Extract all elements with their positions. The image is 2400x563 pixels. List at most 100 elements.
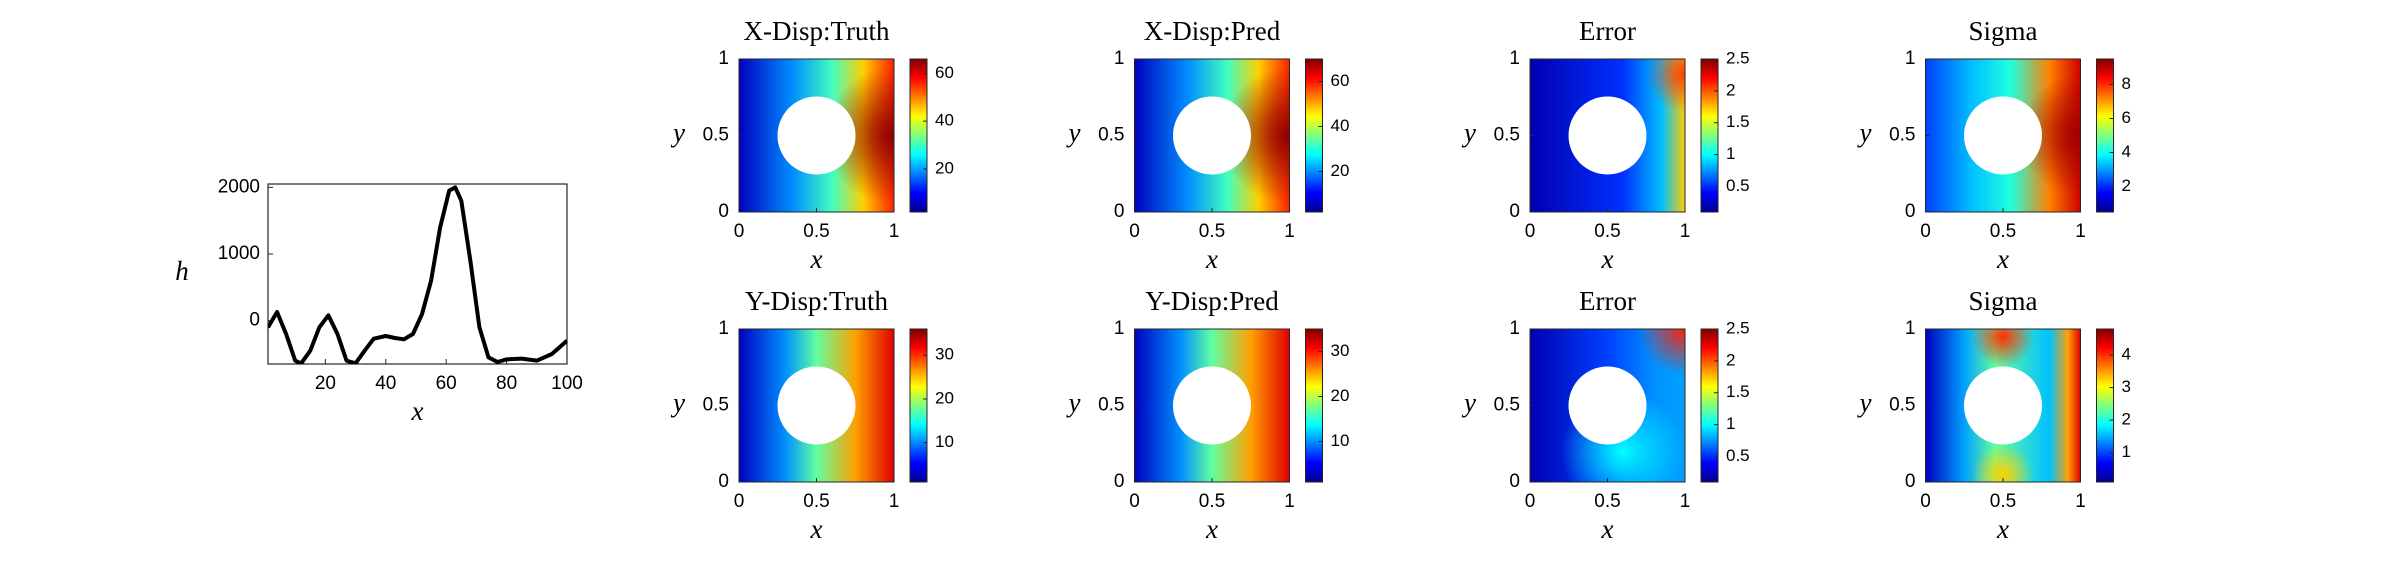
colorbar-tick-label: 1 bbox=[1726, 144, 1735, 163]
colorbar-tick-label: 4 bbox=[2122, 345, 2131, 364]
x-tick-label: 0 bbox=[1920, 491, 1931, 512]
y-axis-label: y bbox=[1066, 118, 1081, 148]
colorbar-tick-label: 30 bbox=[935, 345, 954, 364]
heatmap-panel: 0 0.5 1 0 0.5 1 Sigma x y 1 2 3 4 bbox=[1857, 286, 2131, 544]
hole bbox=[777, 96, 856, 175]
y-tick-label: 0 bbox=[1114, 471, 1125, 492]
x-tick-label: 0.5 bbox=[803, 491, 829, 512]
plot-area bbox=[267, 183, 568, 365]
y-tick-label: 1 bbox=[1905, 318, 1916, 339]
y-tick-label: 0.5 bbox=[703, 395, 729, 416]
panel-title: Y-Disp:Truth bbox=[745, 286, 889, 316]
panel-title: Sigma bbox=[1968, 16, 2037, 46]
y-tick-label: 0.5 bbox=[1494, 395, 1520, 416]
colorbar bbox=[909, 58, 928, 213]
x-axis-label: x bbox=[1996, 244, 2009, 274]
x-axis-label: x bbox=[1996, 514, 2009, 544]
x-axis-label: x bbox=[1601, 244, 1614, 274]
y-tick-label: 0.5 bbox=[1098, 395, 1124, 416]
panel-title: X-Disp:Truth bbox=[743, 16, 890, 46]
panel-title: Sigma bbox=[1968, 286, 2037, 316]
colorbar-tick-label: 2 bbox=[2122, 176, 2131, 195]
y-tick-label: 0.5 bbox=[703, 125, 729, 146]
panel-title: X-Disp:Pred bbox=[1144, 16, 1281, 46]
panel-title: Y-Disp:Pred bbox=[1145, 286, 1279, 316]
heatmap-panel: 0 0.5 1 0 0.5 1 Sigma x y 2 4 6 8 bbox=[1857, 16, 2131, 274]
hole bbox=[1964, 366, 2042, 445]
y-tick-label: 1000 bbox=[218, 243, 260, 264]
hole bbox=[1568, 96, 1647, 175]
panel-title: Error bbox=[1579, 286, 1636, 316]
colorbar-tick-label: 2 bbox=[2122, 410, 2131, 429]
x-tick-label: 1 bbox=[2075, 221, 2086, 242]
y-tick-label: 0.5 bbox=[1889, 395, 1915, 416]
colorbar-tick-label: 20 bbox=[935, 158, 954, 177]
y-axis-label: y bbox=[670, 118, 685, 148]
x-tick-label: 0 bbox=[1129, 491, 1140, 512]
y-tick-label: 1 bbox=[718, 318, 729, 339]
colorbar-tick-label: 4 bbox=[2122, 142, 2131, 161]
y-axis-label: y bbox=[1857, 118, 1872, 148]
colorbar-tick-label: 1.5 bbox=[1726, 382, 1750, 401]
colorbar bbox=[1700, 58, 1719, 213]
hole bbox=[1173, 366, 1251, 445]
x-tick-label: 0 bbox=[1525, 491, 1536, 512]
y-tick-label: 0 bbox=[1509, 471, 1520, 492]
x-tick-label: 0.5 bbox=[1199, 491, 1225, 512]
colorbar-tick-label: 1 bbox=[2122, 442, 2131, 461]
y-tick-label: 2000 bbox=[218, 176, 260, 197]
y-tick-label: 1 bbox=[1114, 48, 1125, 69]
x-tick-label: 0.5 bbox=[1990, 221, 2016, 242]
y-axis-label: y bbox=[1461, 388, 1476, 418]
x-tick-label: 1 bbox=[1284, 221, 1295, 242]
x-axis-label: x bbox=[810, 244, 823, 274]
hole bbox=[1964, 96, 2042, 175]
colorbar-tick-label: 20 bbox=[935, 388, 954, 407]
y-tick-label: 0 bbox=[1905, 471, 1916, 492]
colorbar-tick-label: 40 bbox=[935, 111, 954, 130]
heatmap-panel: 0 0.5 1 0 0.5 1 X-Disp:Truth x y 20 40 60 bbox=[670, 16, 954, 274]
y-axis-label: h bbox=[175, 256, 189, 286]
colorbar-tick-label: 60 bbox=[1331, 71, 1350, 90]
y-tick-label: 0.5 bbox=[1889, 125, 1915, 146]
x-tick-label: 60 bbox=[436, 373, 457, 394]
colorbar-tick-label: 10 bbox=[935, 432, 954, 451]
x-tick-label: 100 bbox=[551, 373, 583, 394]
colorbar-tick-label: 60 bbox=[935, 63, 954, 82]
x-tick-label: 0 bbox=[734, 221, 745, 242]
colorbar bbox=[1305, 328, 1323, 483]
colorbar-tick-label: 30 bbox=[1331, 341, 1350, 360]
x-tick-label: 1 bbox=[889, 491, 900, 512]
colorbar-tick-label: 2.5 bbox=[1726, 318, 1750, 337]
x-tick-label: 1 bbox=[1284, 491, 1295, 512]
x-axis-label: x bbox=[1601, 514, 1614, 544]
colorbar-tick-label: 6 bbox=[2122, 108, 2131, 127]
x-tick-label: 0 bbox=[1129, 221, 1140, 242]
y-tick-label: 1 bbox=[1114, 318, 1125, 339]
y-tick-label: 0 bbox=[1114, 201, 1125, 222]
colorbar-tick-label: 3 bbox=[2122, 377, 2131, 396]
x-tick-label: 1 bbox=[1680, 491, 1691, 512]
x-tick-label: 0 bbox=[734, 491, 745, 512]
y-tick-label: 0 bbox=[718, 471, 729, 492]
x-tick-label: 0.5 bbox=[1594, 221, 1620, 242]
colorbar bbox=[2096, 328, 2114, 483]
colorbar-tick-label: 8 bbox=[2122, 74, 2131, 93]
y-tick-label: 0 bbox=[1509, 201, 1520, 222]
colorbar-tick-label: 10 bbox=[1331, 431, 1350, 450]
x-tick-label: 1 bbox=[1680, 221, 1691, 242]
y-axis-label: y bbox=[670, 388, 685, 418]
y-axis-label: y bbox=[1857, 388, 1872, 418]
y-tick-label: 0.5 bbox=[1494, 125, 1520, 146]
x-tick-label: 1 bbox=[889, 221, 900, 242]
x-tick-label: 20 bbox=[315, 373, 336, 394]
y-tick-label: 1 bbox=[1905, 48, 1916, 69]
x-tick-label: 0.5 bbox=[1990, 491, 2016, 512]
colorbar-tick-label: 2 bbox=[1726, 350, 1735, 369]
colorbar-tick-label: 0.5 bbox=[1726, 176, 1750, 195]
x-axis-label: x bbox=[411, 396, 424, 426]
hole bbox=[1173, 96, 1251, 175]
y-axis-label: y bbox=[1066, 388, 1081, 418]
